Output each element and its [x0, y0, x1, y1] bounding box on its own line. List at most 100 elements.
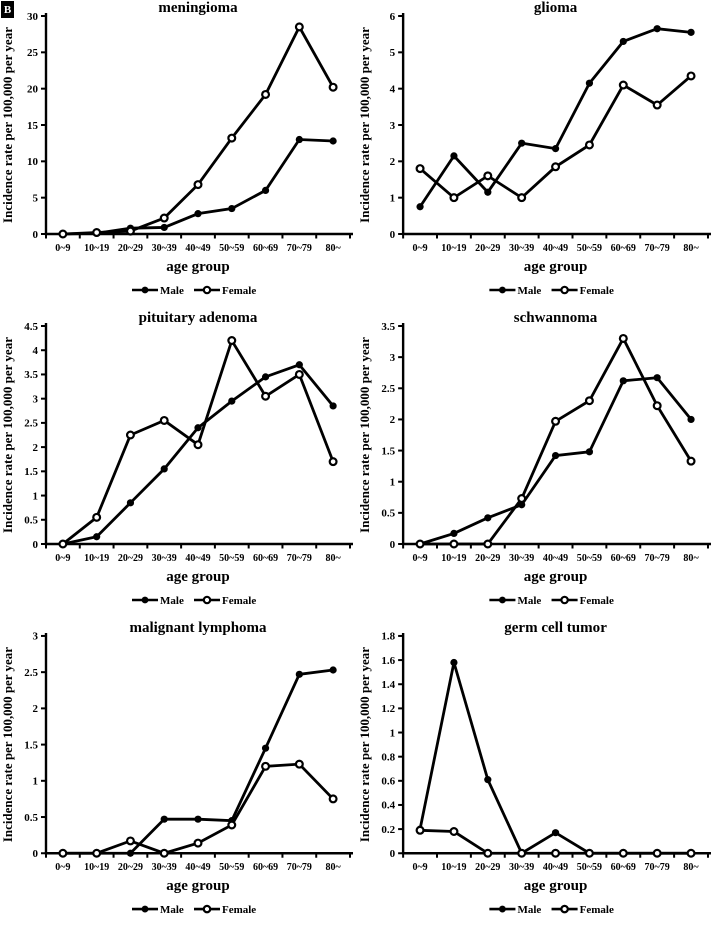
female-marker [58, 539, 68, 549]
legend-female-label: Female [580, 285, 614, 297]
y-axis-title: Incidence rate per 100,000 per year [0, 337, 15, 533]
y-tick-label: 2 [33, 703, 39, 715]
x-tick-label: 60~69 [611, 862, 636, 873]
female-marker [652, 401, 662, 411]
x-axis-title: age group [524, 878, 588, 894]
x-tick-label: 20~29 [118, 243, 143, 254]
legend-male-label: Male [160, 595, 184, 607]
female-marker [551, 848, 561, 858]
x-tick-label: 80~ [326, 553, 342, 564]
x-tick-label: 20~29 [475, 243, 500, 254]
female-marker [584, 140, 594, 150]
female-marker [261, 761, 271, 771]
x-tick-label: 10~19 [441, 553, 466, 564]
female-marker [686, 848, 696, 858]
y-tick-label: 0 [390, 848, 396, 860]
female-marker [227, 336, 237, 346]
x-tick-labels: 0~9 10~19 20~29 30~39 40~49 50~59 60~69 70~79 80… [55, 862, 341, 873]
male-series-markers [416, 25, 695, 211]
legend-male-marker [498, 596, 506, 604]
male-marker [160, 223, 168, 232]
female-series-markers [58, 759, 338, 858]
legend-male-label: Male [517, 904, 541, 916]
legend-female-marker [560, 595, 569, 605]
female-marker [652, 848, 662, 858]
male-series-line [418, 27, 692, 208]
chart-malignant-lymphoma: malignant lymphoma 0 0.5 1 1.5 2 2.5 3 0~9 10~19 2… [0, 620, 353, 916]
x-tick-labels: 0~9 10~19 20~29 30~39 40~49 50~59 60~69 70~79 80… [412, 243, 699, 254]
y-tick-label: 2 [33, 442, 39, 454]
x-tick-label: 40~49 [185, 553, 210, 564]
female-marker [125, 226, 135, 236]
x-tick-labels: 0~9 10~19 20~29 30~39 40~49 50~59 60~69 70~79 80… [412, 553, 699, 564]
y-axis-ticks: 0 5 10 15 20 25 30 [27, 11, 46, 241]
legend: Male Female [489, 595, 614, 607]
legend: Male Female [132, 595, 256, 607]
x-tick-label: 60~69 [253, 243, 278, 254]
male-series-markers [59, 666, 337, 857]
x-tick-label: 20~29 [475, 553, 500, 564]
y-tick-label: 0.2 [381, 824, 395, 836]
female-marker [159, 213, 169, 223]
male-marker [551, 829, 560, 837]
x-axis-title: age group [166, 569, 229, 585]
female-marker [159, 848, 169, 858]
male-marker [585, 448, 594, 456]
panel-label: B [1, 1, 14, 18]
male-marker [329, 137, 337, 145]
x-tick-label: 40~49 [543, 243, 568, 254]
male-series-line [62, 668, 334, 855]
y-tick-label: 0 [390, 539, 396, 551]
female-marker [328, 794, 338, 804]
y-axis-title: Incidence rate per 100,000 per year [0, 647, 15, 842]
male-marker [450, 152, 458, 160]
y-tick-label: 2.5 [24, 667, 38, 679]
male-marker [518, 139, 526, 147]
female-marker [159, 415, 169, 425]
male-marker [228, 204, 236, 213]
female-marker [261, 89, 271, 99]
male-marker [295, 135, 303, 144]
male-series-line [418, 662, 692, 856]
legend: Male Female [132, 285, 256, 297]
male-marker [126, 499, 135, 507]
y-tick-label: 2 [390, 414, 396, 426]
male-marker [93, 533, 101, 541]
chart-meningioma: meningioma 0 5 10 15 20 25 30 0~9 10~19 20~29 30~39… [0, 0, 353, 297]
female-series-markers [415, 71, 696, 203]
x-tick-label: 10~19 [84, 862, 109, 873]
y-tick-label: 4 [33, 345, 39, 357]
y-tick-label: 0.5 [24, 515, 38, 527]
x-tick-label: 30~39 [152, 243, 177, 254]
y-tick-label: 1 [33, 776, 38, 788]
male-series-markers [416, 374, 695, 548]
x-tick-label: 0~9 [412, 243, 427, 254]
female-marker [517, 494, 527, 504]
y-tick-label: 5 [390, 47, 396, 59]
chart-title: schwannoma [514, 310, 598, 326]
chart-title: meningioma [158, 0, 238, 16]
female-marker [483, 539, 493, 549]
x-tick-label: 10~19 [84, 243, 109, 254]
x-tick-label: 40~49 [543, 553, 568, 564]
y-tick-label: 0 [33, 539, 39, 551]
male-marker [450, 658, 458, 667]
x-axis-ticks [402, 544, 709, 549]
x-tick-label: 0~9 [55, 553, 70, 564]
y-axis-ticks: 0 1 2 3 4 5 6 [390, 11, 404, 241]
x-tick-label: 50~59 [577, 243, 602, 254]
y-tick-label: 1.8 [381, 631, 395, 643]
x-tick-label: 20~29 [118, 553, 143, 564]
female-series-markers [415, 333, 696, 549]
female-marker [415, 825, 425, 835]
female-marker [686, 456, 696, 466]
female-marker [584, 396, 594, 406]
x-tick-label: 70~79 [645, 243, 670, 254]
y-tick-label: 4.5 [24, 321, 38, 333]
female-marker [483, 848, 493, 858]
male-marker [295, 361, 303, 369]
male-marker [194, 210, 202, 218]
x-tick-label: 10~19 [84, 553, 109, 564]
female-marker [58, 848, 68, 858]
